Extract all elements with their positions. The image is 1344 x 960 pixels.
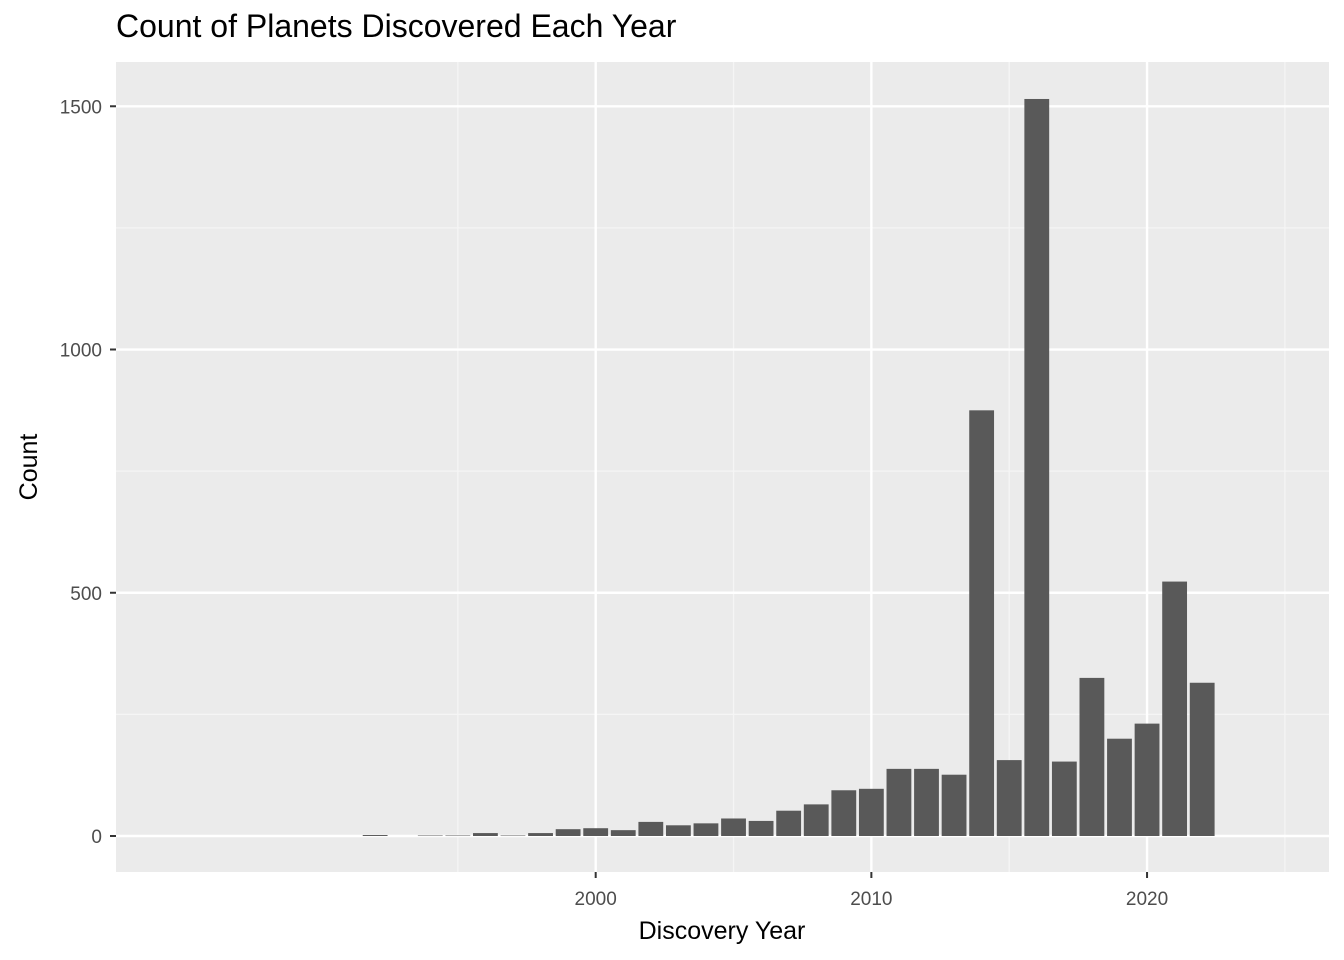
bar [693, 823, 719, 836]
bar [665, 825, 691, 836]
bar [1189, 682, 1215, 836]
bar [803, 804, 829, 836]
bar [1051, 761, 1077, 836]
x-axis: 2000 2010 2020 [575, 872, 1168, 910]
bar [1024, 98, 1050, 837]
bar [445, 835, 471, 837]
bar [583, 828, 609, 836]
bar [1162, 581, 1188, 836]
bar [969, 410, 995, 836]
bar [555, 829, 581, 836]
bar [362, 835, 388, 836]
bar [638, 821, 664, 836]
x-tick-label: 2000 [575, 889, 617, 910]
bar [473, 833, 498, 836]
x-tick-label: 2010 [850, 889, 892, 910]
bar [858, 788, 884, 836]
bar [528, 833, 553, 836]
bar [914, 768, 939, 836]
bar [1107, 738, 1132, 836]
bars [362, 98, 1215, 837]
bar [886, 768, 912, 836]
bar [748, 820, 774, 836]
y-tick-label: 0 [91, 827, 102, 848]
bar [610, 830, 636, 836]
x-axis-title: Discovery Year [639, 917, 806, 945]
y-tick-label: 1000 [60, 341, 102, 362]
bar [500, 835, 526, 837]
y-tick-label: 500 [70, 584, 102, 605]
y-axis: 0 500 1000 1500 [60, 97, 116, 848]
bar [996, 760, 1022, 836]
bar [1079, 677, 1105, 836]
bar [941, 774, 967, 836]
minor-grid [116, 62, 1329, 872]
bar [417, 835, 443, 837]
bar [721, 818, 746, 836]
y-axis-title: Count [15, 434, 43, 501]
bar [776, 810, 802, 836]
bar [831, 790, 857, 836]
plot-panel [116, 62, 1329, 872]
y-tick-label: 1500 [60, 97, 102, 118]
bar [1134, 723, 1160, 836]
chart-title: Count of Planets Discovered Each Year [116, 8, 677, 44]
x-tick-label: 2020 [1126, 889, 1168, 910]
